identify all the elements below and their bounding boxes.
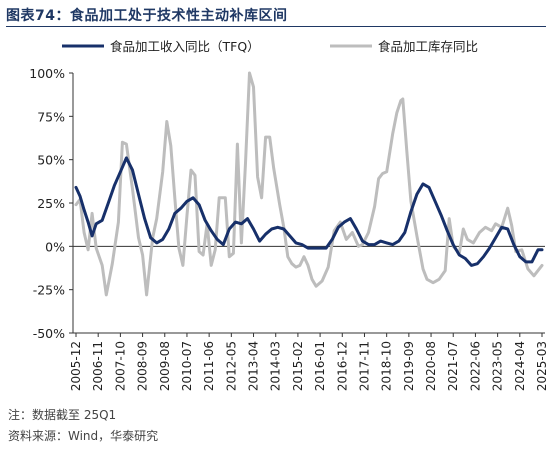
x-tick-label: 2023-05 <box>491 341 505 391</box>
legend-label-tfq: 食品加工收入同比（TFQ） <box>110 39 260 54</box>
axes: -50% -25% 0% 25% 50% 75% 100% 2005-12 2006-11 200… <box>29 66 549 391</box>
x-tick-label: 2018-10 <box>380 341 394 391</box>
x-tick-label: 2010-07 <box>180 341 194 391</box>
y-tick-label: 100% <box>29 66 65 81</box>
x-tick-label: 2019-09 <box>402 341 416 391</box>
y-tick-label: 50% <box>37 153 65 168</box>
y-tick-label: -25% <box>33 283 65 298</box>
x-tick-label: 2016-01 <box>313 341 327 391</box>
x-tick-label: 2013-04 <box>247 341 261 391</box>
title-bar: 图表74：食品加工处于技术性主动补库区间 <box>6 4 546 27</box>
x-tick-label: 2011-06 <box>202 341 216 391</box>
x-tick-label: 2009-08 <box>158 341 172 391</box>
x-tick-label: 2024-04 <box>513 341 527 391</box>
series-line-tfq <box>74 156 544 267</box>
series-lines <box>74 71 544 297</box>
y-tick-label: 25% <box>37 196 65 211</box>
x-tick-label: 2016-12 <box>335 341 349 391</box>
legend: 食品加工收入同比（TFQ） 食品加工库存同比 <box>62 39 478 54</box>
x-tick-label: 2015-02 <box>291 341 305 391</box>
x-tick-label: 2007-10 <box>113 341 127 391</box>
x-tick-label: 2006-11 <box>91 341 105 391</box>
x-tick-label: 2020-08 <box>424 341 438 391</box>
x-tick-label: 2021-07 <box>446 341 460 391</box>
x-tick-label: 2012-05 <box>224 341 238 391</box>
x-tick-label: 2008-09 <box>136 341 150 391</box>
source-note: 资料来源：Wind，华泰研究 <box>8 429 159 443</box>
x-tick-label: 2025-03 <box>535 341 549 391</box>
x-tick-label: 2022-06 <box>468 341 482 391</box>
chart-title: 图表74：食品加工处于技术性主动补库区间 <box>6 8 288 24</box>
footnote: 注：数据截至 25Q1 <box>8 408 117 422</box>
x-tick-label: 2014-03 <box>269 341 283 391</box>
series-line-inventory <box>74 71 544 297</box>
x-tick-label: 2005-12 <box>69 341 83 391</box>
x-tick-label: 2017-11 <box>357 341 371 391</box>
y-tick-label: -50% <box>33 326 65 341</box>
legend-label-inventory: 食品加工库存同比 <box>378 39 478 54</box>
y-tick-label: 0% <box>45 239 65 254</box>
y-tick-label: 75% <box>37 109 65 124</box>
